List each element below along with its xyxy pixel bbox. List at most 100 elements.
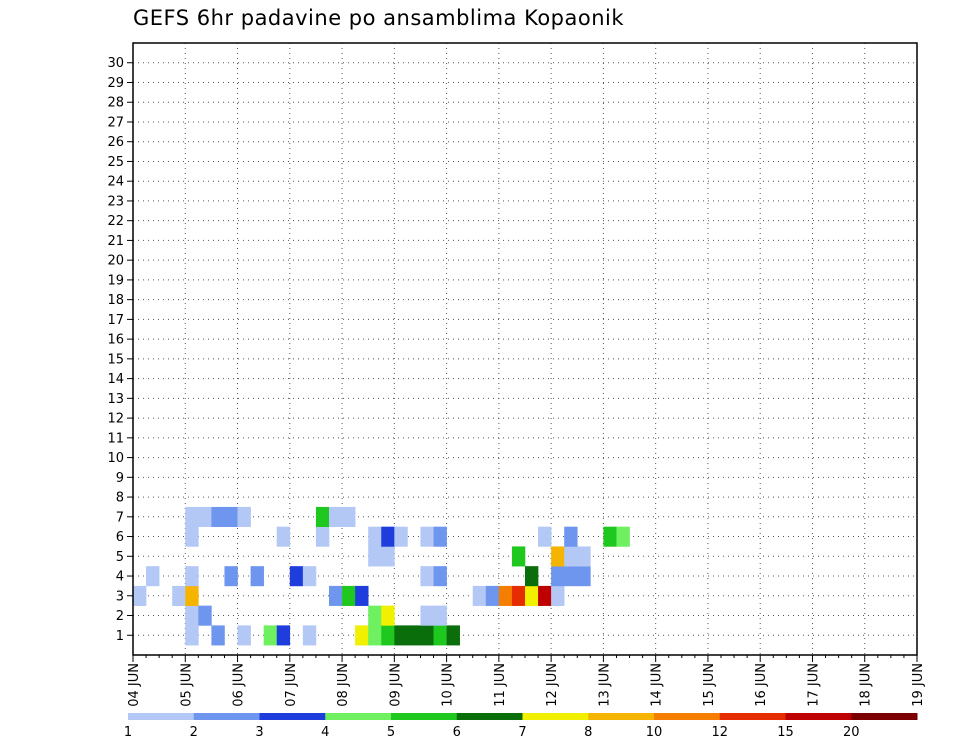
y-tick-label: 15 [107,352,124,367]
heatmap-cell [342,585,356,606]
y-tick-label: 25 [107,155,124,170]
heatmap-cell [446,625,460,646]
heatmap-cell [564,566,578,587]
heatmap-cell [368,526,382,547]
colorbar-label: 20 [843,725,860,740]
colorbar-label: 10 [646,725,663,740]
heatmap-cell [485,585,500,606]
heatmap-cell [368,546,382,567]
heatmap-cell [368,605,382,626]
heatmap-cell [276,625,291,646]
colorbar-swatch [325,713,392,720]
x-tick-label: 17 JUN [806,663,821,707]
heatmap-cell [146,566,160,587]
x-tick-label: 14 JUN [650,663,665,707]
colorbar-swatch [654,713,721,720]
colorbar-label: 5 [387,725,395,740]
heatmap-cell [433,526,447,547]
colorbar-swatch [391,713,458,720]
colorbar-label: 15 [777,725,794,740]
y-tick-label: 12 [107,412,124,427]
y-tick-label: 20 [107,254,124,269]
heatmap-cell [616,526,630,547]
x-tick-label: 09 JUN [388,663,403,707]
colorbar-swatch [259,713,326,720]
heatmap-cell [420,605,434,626]
heatmap-cell [355,585,369,606]
y-tick-label: 3 [116,589,124,604]
x-tick-label: 13 JUN [597,663,612,707]
colorbar-label: 7 [518,725,526,740]
heatmap-cell [185,526,199,547]
heatmap-cell [538,526,552,547]
x-tick-label: 07 JUN [284,663,299,707]
heatmap-cell [276,526,291,547]
heatmap-cell [263,625,278,646]
colorbar-label: 12 [711,725,728,740]
y-tick-label: 2 [116,609,124,624]
heatmap-cell [355,625,369,646]
y-axis: 1234567891011121314151617181920212223242… [107,56,133,644]
x-tick-label: 06 JUN [232,663,247,707]
heatmap-cell [420,625,434,646]
heatmap-cell [525,566,539,587]
heatmap-cell [302,625,317,646]
cell-layer [133,506,630,646]
y-tick-label: 11 [107,431,124,446]
heatmap-cell [198,506,212,527]
heatmap-cell [577,546,591,567]
heatmap-cell [381,605,395,626]
y-tick-label: 10 [107,451,124,466]
colorbar-swatch [456,713,523,720]
heatmap-cell [433,605,447,626]
y-tick-label: 18 [107,293,124,308]
heatmap-cell [394,625,408,646]
y-tick-label: 29 [107,76,124,91]
heatmap-cell [538,585,552,606]
heatmap-cell [224,566,238,587]
heatmap-cell [577,566,591,587]
colorbar-label: 6 [453,725,461,740]
colorbar-label: 1 [124,725,132,740]
heatmap-cell [551,546,565,567]
x-tick-label: 10 JUN [441,663,456,707]
colorbar-swatch [719,713,786,720]
x-tick-label: 12 JUN [545,663,560,707]
heatmap-cell [420,566,434,587]
heatmap-cell [472,585,487,606]
y-tick-label: 6 [116,530,124,545]
heatmap-cell [237,625,251,646]
colorbar-swatch [128,713,195,720]
colorbar-swatch [851,713,918,720]
colorbar-swatch [588,713,655,720]
y-tick-label: 22 [107,214,124,229]
y-tick-label: 16 [107,333,124,348]
x-tick-label: 04 JUN [127,663,142,707]
y-tick-label: 13 [107,392,124,407]
x-tick-label: 08 JUN [336,663,351,707]
heatmap-cell [315,526,330,547]
colorbar-swatch [193,713,260,720]
heatmap-cell [185,506,199,527]
heatmap-cell [420,526,434,547]
colorbar-label: 8 [584,725,592,740]
y-tick-label: 19 [107,273,124,288]
y-tick-label: 28 [107,96,124,111]
grid-layer [133,43,917,655]
x-tick-label: 19 JUN [911,663,926,707]
x-tick-label: 18 JUN [859,663,874,707]
y-tick-label: 1 [116,629,124,644]
heatmap-cell [433,566,447,587]
heatmap-cell [551,585,565,606]
heatmap-cell [211,625,225,646]
y-tick-label: 5 [116,550,124,565]
heatmap-cell [381,526,395,547]
heatmap-cell [342,506,356,527]
y-tick-label: 8 [116,491,124,506]
y-tick-label: 24 [107,175,124,190]
heatmap-cell [302,566,317,587]
heatmap-cell [329,506,343,527]
heatmap-cell [198,605,212,626]
colorbar-swatch [785,713,852,720]
